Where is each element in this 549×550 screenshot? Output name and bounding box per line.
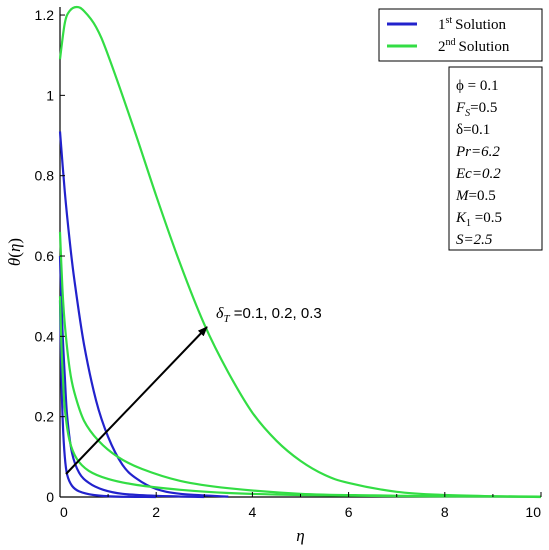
series-line-5 [58, 231, 542, 498]
x-axis-label: η [296, 526, 304, 545]
param-ec: Ec=0.2 [455, 166, 501, 182]
x-tick-label: 0 [60, 504, 68, 520]
param-k1-sym: K [455, 210, 467, 226]
param-phi-value: = 0.1 [464, 78, 499, 94]
legend-ordinal-2: 2 [438, 39, 446, 55]
series-line-4 [58, 5, 542, 499]
legend-box [378, 8, 543, 62]
param-phi-sym: ϕ [456, 78, 464, 94]
param-phi: ϕ = 0.1 [456, 78, 499, 94]
param-delta-sym: δ [456, 122, 463, 138]
y-tick-label: 0.6 [35, 248, 55, 264]
y-tick-label: 1.2 [35, 7, 55, 23]
param-m-value: =0.5 [469, 188, 496, 204]
param-pr-value: =6.2 [471, 144, 500, 160]
param-fs: FS=0.5 [455, 100, 497, 119]
param-pr: Pr=6.2 [455, 144, 500, 160]
legend-ordinal-1: 1 [438, 17, 446, 33]
series-line-3 [58, 300, 157, 499]
legend-entry-1: 1st Solution [438, 15, 507, 33]
param-m: M=0.5 [455, 188, 496, 204]
param-delta-value: =0.1 [463, 122, 490, 138]
parameter-box: ϕ = 0.1 FS=0.5 δ=0.1 Pr=6.2 Ec=0.2 M=0.5… [448, 66, 543, 251]
y-tick-label: 0 [46, 489, 54, 505]
param-m-sym: M [455, 188, 470, 204]
y-axis-label-arg: η [5, 244, 24, 252]
param-ec-sym: Ec [455, 166, 472, 182]
legend-text-1: Solution [455, 17, 506, 33]
y-axis-label-var: θ [5, 258, 24, 266]
series-line-2 [58, 255, 205, 499]
legend-entry-2: 2nd Solution [438, 37, 510, 55]
y-tick-label: 0.4 [35, 328, 55, 344]
param-ec-value: =0.2 [472, 166, 501, 182]
param-k1-sub: 1 [466, 218, 471, 229]
param-fs-sym: F [455, 100, 466, 116]
legend: 1st Solution 2nd Solution [378, 8, 543, 62]
y-axis-label: θ(η) [5, 238, 24, 266]
y-tick-label: 0.2 [35, 409, 55, 425]
annotation-text: =0.1, 0.2, 0.3 [230, 305, 322, 322]
annotation-arrow [65, 326, 208, 475]
param-k1: K1 =0.5 [455, 210, 502, 229]
x-tick-label: 10 [525, 504, 541, 520]
legend-text-2: Solution [459, 39, 510, 55]
series-line-6 [58, 296, 542, 498]
x-tick-label: 8 [441, 504, 449, 520]
y-tick-label: 0.8 [35, 168, 55, 184]
y-axis-label-open: ( [5, 252, 24, 258]
param-fs-value: =0.5 [470, 100, 497, 116]
param-k1-value: =0.5 [471, 210, 502, 226]
x-tick-label: 4 [249, 504, 257, 520]
param-pr-sym: Pr [455, 144, 471, 160]
legend-sup-1: st [446, 15, 453, 26]
legend-sup-2: nd [446, 37, 456, 48]
annotation: δT =0.1, 0.2, 0.3 [65, 305, 322, 475]
curves-group [58, 5, 542, 499]
annotation-sub: T [223, 313, 230, 325]
param-s-value: =2.5 [464, 232, 493, 248]
series-line-1 [58, 131, 229, 498]
y-tick-label: 1 [46, 87, 54, 103]
param-fs-sub: S [465, 108, 470, 119]
annotation-label: δT =0.1, 0.2, 0.3 [216, 305, 322, 325]
parameter-box-frame [448, 66, 543, 251]
y-axis-label-close: ) [5, 238, 24, 244]
param-s: S=2.5 [456, 232, 493, 248]
annotation-sym: δ [216, 305, 224, 322]
ticks-group: 0 2 4 6 8 10 0 0.2 0.4 0.6 0.8 1 1.2 [35, 7, 542, 520]
param-s-sym: S [456, 232, 464, 248]
x-tick-label: 6 [345, 504, 353, 520]
x-tick-label: 2 [152, 504, 160, 520]
param-delta: δ=0.1 [456, 122, 490, 138]
